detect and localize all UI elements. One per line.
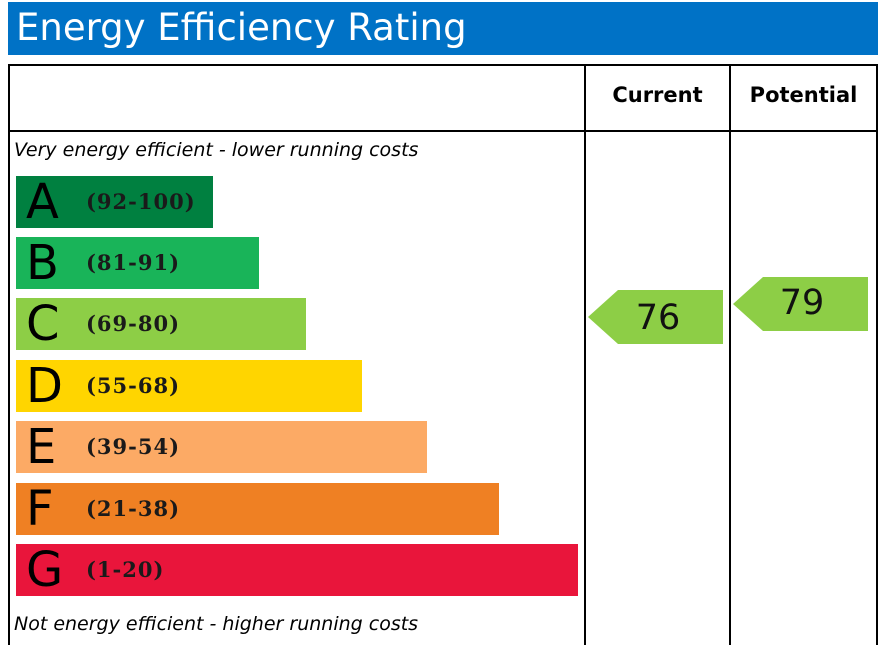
band-letter: G <box>26 542 64 598</box>
header-divider <box>8 130 878 132</box>
band-letter: C <box>26 296 60 352</box>
divider-potential <box>729 64 731 645</box>
band-range: (55-68) <box>86 373 181 398</box>
band-letter: B <box>26 235 59 291</box>
band-range: (1-20) <box>86 557 165 582</box>
band-b: B (81-91) <box>16 235 259 291</box>
title-bar: Energy Efficiency Rating <box>8 2 878 55</box>
band-c: C (69-80) <box>16 296 306 352</box>
current-rating-arrow <box>588 290 723 344</box>
bottom-note: Not energy efficient - higher running co… <box>14 613 419 635</box>
potential-column-header: Potential <box>749 83 858 107</box>
band-letter: F <box>26 481 54 537</box>
band-a: A (92-100) <box>16 174 213 230</box>
divider-current <box>584 64 586 645</box>
band-range: (69-80) <box>86 311 181 336</box>
chart-frame <box>8 64 878 645</box>
band-d: D (55-68) <box>16 358 362 414</box>
band-letter: A <box>26 174 59 230</box>
band-g: G (1-20) <box>16 542 578 598</box>
band-range: (81-91) <box>86 250 181 275</box>
potential-rating-arrow <box>733 277 868 331</box>
potential-rating-value: 79 <box>779 283 825 323</box>
current-rating-value: 76 <box>635 298 681 338</box>
band-e: E (39-54) <box>16 419 427 475</box>
band-letter: D <box>26 358 63 414</box>
band-f: F (21-38) <box>16 481 499 537</box>
chart-title: Energy Efficiency Rating <box>16 6 467 49</box>
band-range: (92-100) <box>86 189 196 214</box>
band-range: (21-38) <box>86 496 181 521</box>
band-letter: E <box>26 419 57 475</box>
band-range: (39-54) <box>86 434 181 459</box>
top-note: Very energy efficient - lower running co… <box>14 139 419 161</box>
current-column-header: Current <box>612 83 703 107</box>
